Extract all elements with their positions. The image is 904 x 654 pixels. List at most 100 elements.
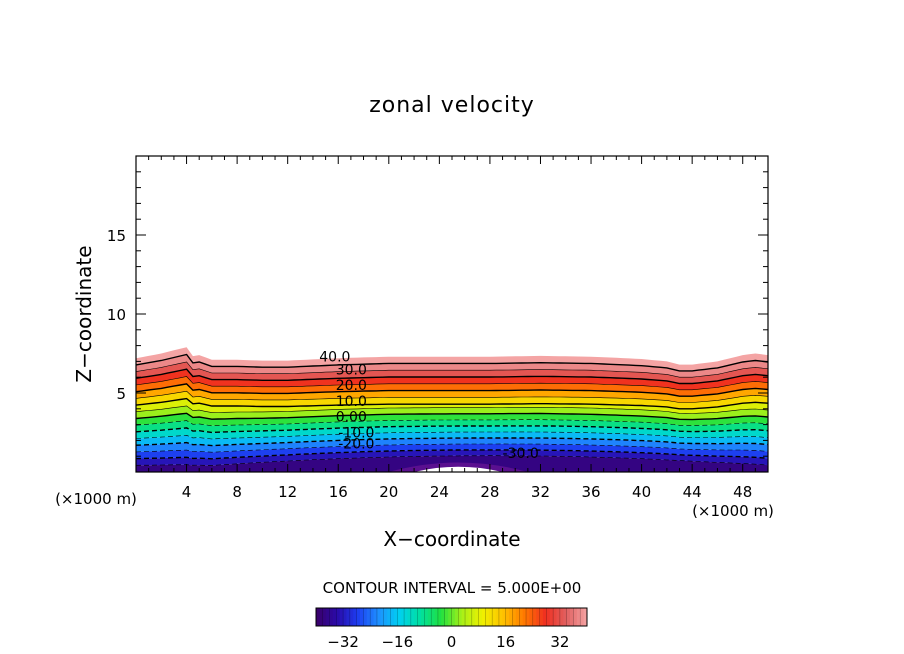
colorbar-swatch [441,608,446,626]
contour-lines [136,353,768,466]
colorbar-swatch [349,608,354,626]
colorbar-swatch [546,608,551,626]
colorbar-tick-label: 16 [496,633,515,651]
contour-label: 40.0 [319,350,350,366]
colorbar-swatch [451,608,456,626]
x-unit-left: (×1000 m) [55,490,137,508]
contour-band [136,369,768,390]
colorbar-swatch [475,608,479,626]
colorbar-swatch [326,608,330,626]
colorbar-swatch [570,608,574,626]
colorbar-swatch [366,608,371,626]
colorbar-swatch [393,608,398,626]
colorbar-swatch [559,608,564,626]
x-tick-label: 20 [379,483,398,501]
contour-band [136,438,768,453]
x-tick-label: 40 [632,483,651,501]
colorbar-swatch [502,608,507,626]
contour-line [136,353,768,372]
contour-line [136,376,768,391]
contour-band [136,405,768,420]
colorbar-swatch [526,608,530,626]
x-tick-labels: 4 8 12 16 20 24 28 32 36 40 44 48 [182,483,752,501]
contour-band [136,425,768,439]
y-tick-label: 15 [107,227,126,245]
contour-line [136,437,768,447]
colorbar-swatch [549,608,554,626]
contour-band [136,449,768,466]
colorbar-swatch [360,608,364,626]
colorbar-swatch [322,608,327,626]
colorbar-swatch [417,608,422,626]
y-tick-label: 5 [116,385,126,403]
colorbar-swatch [481,608,486,626]
contour-line [136,368,768,385]
colorbar-swatch [316,608,320,626]
contour-line [136,361,768,378]
contour-band [136,431,768,446]
contour-line-labels: 40.030.020.010.00.00-10.0-20.0 -30.0 [319,350,539,462]
y-axis-title: Z−coordinate [72,245,96,382]
colorbar-swatch [380,608,385,626]
colorbar-swatch [539,608,544,626]
colorbar-swatch [383,608,388,626]
x-tick-label: 36 [581,483,600,501]
contour-band [136,376,768,397]
contour-label: 10.0 [336,394,367,410]
contour-band [136,361,768,384]
colorbar-tick-label: 0 [447,633,457,651]
colorbar-swatch [370,608,374,626]
colorbar-swatch [583,608,588,626]
colorbar-swatch [444,608,449,626]
colorbar-swatch [400,608,405,626]
contour-band [136,413,768,426]
colorbar-frame [315,607,588,627]
colorbar-swatch [515,608,520,626]
x-tick-label: 48 [733,483,752,501]
colorbar-swatch [414,608,419,626]
x-tick-label: 4 [182,483,192,501]
colorbar-swatch [319,608,324,626]
x-axis-title: X−coordinate [383,527,520,551]
colorbar-swatch [576,608,581,626]
missing-data-region [414,466,503,472]
colorbar-swatch [492,608,496,626]
colorbar-swatch [478,608,483,626]
colorbar-swatch [424,608,429,626]
colorbar-swatch [407,608,412,626]
colorbar-swatch [512,608,517,626]
x-tick-label: 8 [232,483,242,501]
colorbar-swatch [485,608,490,626]
colorbar-swatch [556,608,561,626]
colorbar-swatch [536,608,540,626]
colorbar-swatch [509,608,513,626]
contour-fill-area [136,347,768,472]
colorbar-swatch [454,608,459,626]
colorbar-swatch [431,608,435,626]
colorbar-swatch [353,608,358,626]
contour-band [136,354,768,378]
x-tick-label: 24 [430,483,449,501]
colorbar-swatch [468,608,473,626]
axis-ticks [136,156,768,472]
contour-label: -10.0 [338,426,374,442]
y-tick-labels: 5 10 15 [107,227,126,403]
colorbar-tick-label: −16 [381,633,413,651]
colorbar-swatch [465,608,469,626]
contour-line [136,443,768,453]
colorbar-swatch [437,608,442,626]
colorbar-swatch [329,608,334,626]
colorbar-swatch [542,608,547,626]
contour-line [136,397,768,410]
colorbar-swatch [580,608,585,626]
x-tick-label: 12 [278,483,297,501]
contour-line [136,425,768,434]
colorbar-swatch [390,608,395,626]
contour-line [136,449,768,460]
contour-band [136,443,768,459]
colorbar-swatch [363,608,368,626]
colorbar-swatch [563,608,568,626]
colorbar-swatch [495,608,500,626]
contour-line [136,383,768,397]
contour-line [136,455,768,466]
